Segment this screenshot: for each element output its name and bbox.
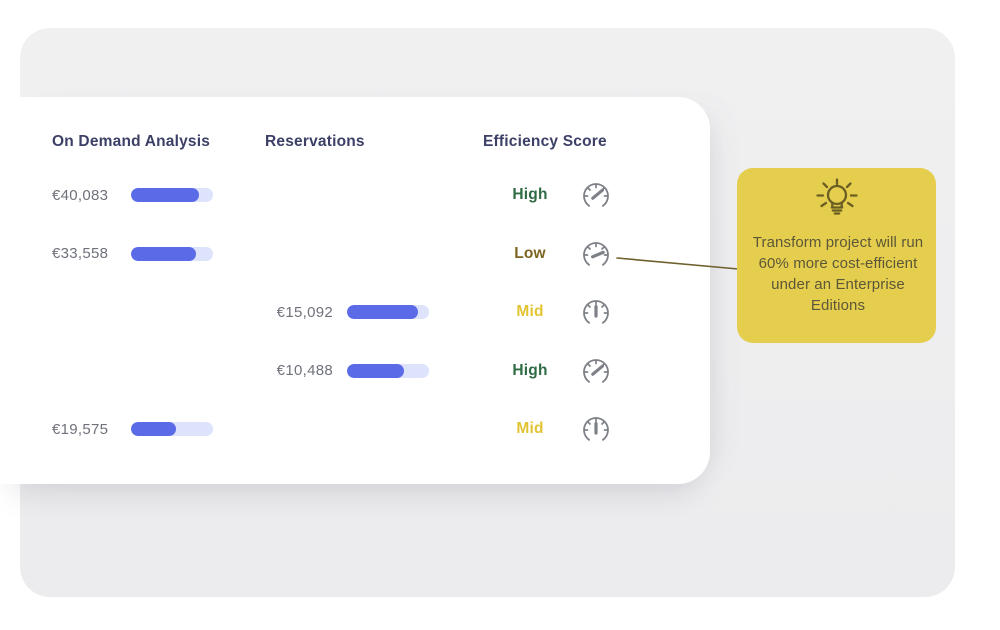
usage-bar-fill xyxy=(347,305,418,320)
efficiency-cell: Mid xyxy=(483,414,611,444)
amount-value: €40,083 xyxy=(52,186,109,204)
table-row: €40,083 High xyxy=(52,166,710,225)
amount-value: €19,575 xyxy=(52,420,109,438)
usage-bar-fill xyxy=(131,188,200,203)
efficiency-cell: High xyxy=(483,180,611,210)
analysis-panel: On Demand Analysis Reservations Efficien… xyxy=(0,97,710,484)
gauge-icon xyxy=(583,358,609,383)
on-demand-cell: €40,083 xyxy=(52,187,265,204)
gauge-icon xyxy=(583,417,609,441)
score-label: Low xyxy=(514,244,546,262)
reservation-cell: €15,092 xyxy=(265,304,483,321)
table-row: €15,092 Mid xyxy=(52,283,710,342)
gauge-icon xyxy=(583,183,609,207)
usage-bar xyxy=(347,363,429,378)
table-row: €10,488 High xyxy=(52,342,710,401)
usage-bar-fill xyxy=(347,363,404,378)
lightbulb-icon xyxy=(815,178,858,215)
column-headers: On Demand Analysis Reservations Efficien… xyxy=(52,133,710,151)
usage-bar xyxy=(347,305,429,320)
efficiency-cell: Low xyxy=(483,239,611,269)
on-demand-cell: €19,575 xyxy=(52,421,265,438)
gauge-icon xyxy=(583,241,609,266)
usage-bar xyxy=(131,422,213,437)
usage-bar xyxy=(131,246,213,261)
usage-bar-fill xyxy=(131,246,196,261)
analysis-rows: €40,083 High €33,558 Low €15,092 Mid €10,48… xyxy=(52,166,710,459)
table-row: €19,575 Mid xyxy=(52,400,710,459)
usage-bar-fill xyxy=(131,422,177,437)
column-header-efficiency: Efficiency Score xyxy=(483,133,607,150)
amount-value: €10,488 xyxy=(276,362,333,380)
amount-value: €15,092 xyxy=(276,303,333,321)
efficiency-cell: Mid xyxy=(483,297,611,327)
column-header-on-demand: On Demand Analysis xyxy=(52,133,211,150)
insight-text: Transform project will run 60% more cost… xyxy=(752,234,924,314)
score-label: Mid xyxy=(516,303,544,321)
amount-value: €33,558 xyxy=(52,245,109,263)
score-label: Mid xyxy=(516,420,544,438)
efficiency-cell: High xyxy=(483,356,611,386)
score-label: High xyxy=(512,186,548,204)
on-demand-cell: €33,558 xyxy=(52,245,265,262)
column-header-reservations: Reservations xyxy=(265,133,365,150)
table-row: €33,558 Low xyxy=(52,225,710,284)
insight-callout: Transform project will run 60% more cost… xyxy=(737,168,936,343)
gauge-icon xyxy=(583,300,609,324)
score-label: High xyxy=(512,361,548,379)
reservation-cell: €10,488 xyxy=(265,362,483,379)
connector-line xyxy=(616,257,739,270)
usage-bar xyxy=(131,188,213,203)
